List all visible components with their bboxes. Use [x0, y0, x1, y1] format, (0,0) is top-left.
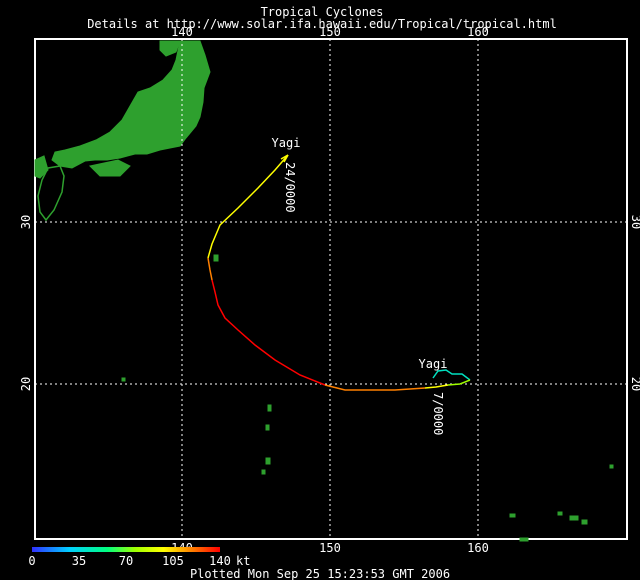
islet [581, 519, 588, 525]
track-segment-moderate [447, 379, 471, 386]
legend-tick-70: 70 [119, 554, 133, 568]
track-segment-weakening [207, 154, 289, 259]
storm-name-end: Yagi [272, 136, 301, 150]
legend-tick-0: 0 [28, 554, 35, 568]
land-masses [34, 40, 614, 542]
islet [519, 537, 529, 542]
map-title: Tropical Cyclones [261, 5, 384, 19]
islet [121, 377, 126, 382]
islet [557, 511, 563, 516]
lon-label-150-bottom: 150 [319, 541, 341, 555]
track-segment-peak [211, 279, 326, 386]
islet [569, 515, 579, 521]
track-segment-intense [324, 384, 426, 391]
track-segment-recurve [207, 257, 213, 281]
legend-unit: kt [236, 554, 250, 568]
lat-lon-grid [35, 39, 627, 539]
storm-track [207, 154, 471, 391]
plotted-timestamp: Plotted Mon Sep 25 15:23:53 GMT 2006 [190, 567, 450, 580]
details-url: Details at http://www.solar.ifa.hawaii.e… [87, 17, 557, 31]
korea-coast [34, 155, 49, 179]
map-frame [34, 38, 628, 540]
legend-tick-105: 105 [162, 554, 184, 568]
lon-label-140-top: 140 [171, 25, 193, 39]
islet [213, 254, 219, 262]
lon-label-160-top: 160 [467, 25, 489, 39]
lon-label-150-top: 150 [319, 25, 341, 39]
storm-end-arrow [280, 154, 289, 163]
islet [509, 513, 516, 518]
legend-tick-140: 140 [209, 554, 231, 568]
storm-date-end: 24/0000 [283, 162, 297, 213]
shikoku-island [88, 159, 131, 177]
track-segment-strong [424, 384, 449, 389]
legend-tick-35: 35 [72, 554, 86, 568]
storm-name-start: Yagi [419, 357, 448, 371]
islet [609, 464, 614, 469]
lon-label-160-bottom: 160 [467, 541, 489, 555]
islet [261, 469, 266, 475]
kyushu-island [37, 165, 65, 222]
japan-landmass [51, 40, 211, 169]
lat-label-20-left: 20 [19, 377, 33, 391]
storm-date-start: 7/0000 [431, 392, 445, 435]
islet [265, 457, 271, 465]
islet [265, 424, 270, 431]
intensity-colorbar [32, 547, 220, 552]
lat-label-20-right: 20 [629, 377, 640, 391]
islet [267, 404, 272, 412]
hokkaido-fragment [159, 40, 181, 57]
lat-label-30-right: 30 [629, 215, 640, 229]
lat-label-30-left: 30 [19, 215, 33, 229]
track-segment-weak [432, 369, 471, 381]
